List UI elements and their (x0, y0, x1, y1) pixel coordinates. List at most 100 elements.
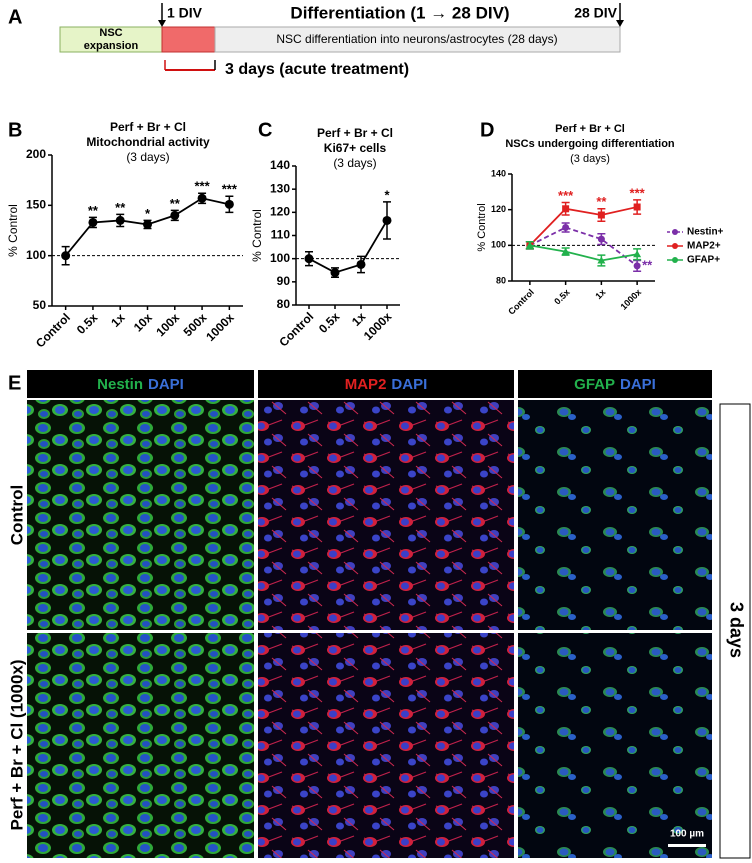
point (143, 219, 152, 229)
header-part: MAP2 (345, 376, 387, 393)
x-tick-label: 1x (108, 310, 128, 330)
micrograph (27, 633, 254, 858)
significance: * (384, 187, 390, 202)
header-part: DAPI (620, 376, 656, 393)
side-box (719, 403, 751, 859)
chart-subtitle: (3 days) (126, 150, 169, 164)
point (597, 235, 605, 243)
timeline: A NSC expansion NSC differentiation into… (8, 3, 624, 78)
panel-label: D (480, 119, 494, 141)
point (597, 211, 605, 219)
y-tick-label: 100 (491, 240, 506, 250)
expansion-text: expansion (84, 40, 139, 52)
y-tick-label: 90 (277, 274, 291, 288)
point (562, 224, 570, 231)
chart-title: Perf + Br + Cl (555, 123, 625, 135)
legend-marker (672, 229, 678, 235)
panel-label: E (8, 372, 21, 394)
point (561, 247, 570, 255)
column-header: Nestin DAPI (97, 376, 184, 393)
significance: ** (115, 200, 126, 215)
point (382, 215, 392, 225)
y-tick-label: 200 (26, 147, 46, 161)
x-tick-label: 100x (153, 310, 182, 339)
legend-label: Nestin+ (687, 227, 724, 238)
point (61, 251, 71, 261)
y-tick-label: 100 (26, 248, 46, 262)
point (597, 256, 606, 264)
chart-title: Mitochondrial activity (86, 135, 210, 149)
y-tick-label: 110 (271, 228, 291, 242)
y-tick-label: 150 (26, 198, 46, 212)
end-marker: 28 DIV (574, 5, 617, 21)
y-axis-label: % Control (476, 203, 488, 251)
x-tick-label: 1000x (618, 287, 643, 312)
point (356, 259, 366, 269)
significance: * (145, 206, 151, 221)
x-tick-label: 0.5x (316, 309, 343, 336)
significance: ** (170, 196, 181, 211)
row-label: Control (7, 485, 26, 545)
point (525, 241, 534, 249)
x-tick-label: Control (33, 310, 73, 350)
significance: *** (194, 179, 210, 194)
treatment-box (161, 26, 216, 53)
point (330, 268, 340, 278)
expansion-text: NSC (99, 27, 122, 39)
header-part: DAPI (391, 376, 427, 393)
micrographs: E 3 days Control Perf + Br + Cl (1000x) … (7, 370, 751, 859)
point (115, 215, 125, 225)
legend-marker (672, 243, 678, 249)
x-tick-label: Control (276, 309, 316, 349)
point (197, 193, 207, 203)
treatment-text: 3 days (acute treatment) (225, 61, 409, 78)
significance: *** (558, 188, 574, 203)
panel-label: A (8, 6, 22, 28)
micrograph (258, 400, 514, 630)
y-tick-label: 140 (270, 158, 290, 172)
y-tick-label: 100 (270, 251, 290, 265)
series-line (529, 244, 638, 262)
x-tick-label: 0.5x (552, 287, 571, 306)
series-line (529, 226, 638, 267)
legend-label: GFAP+ (687, 255, 720, 266)
differentiation-text: NSC differentiation into neurons/astrocy… (276, 32, 557, 46)
differentiation-box (214, 26, 621, 53)
arrow-head (158, 20, 166, 27)
column-header: MAP2 DAPI (345, 376, 428, 393)
header-part: GFAP (574, 376, 615, 393)
expansion-box (59, 26, 163, 53)
point (304, 254, 314, 264)
header-part: Nestin (97, 376, 143, 393)
point (170, 210, 180, 220)
start-marker: 1 DIV (167, 5, 203, 21)
chart-subtitle: (3 days) (570, 153, 610, 165)
y-axis-label: % Control (250, 209, 264, 262)
x-tick-label: 1000x (203, 310, 237, 344)
point (224, 199, 234, 209)
point (88, 217, 98, 227)
row-label: Perf + Br + Cl (1000x) (7, 659, 26, 830)
chart-subtitle: (3 days) (333, 156, 376, 170)
side-label: 3 days (726, 602, 746, 658)
panel-label: C (258, 119, 272, 141)
point (562, 205, 570, 213)
point (633, 250, 642, 258)
chart-title: Perf + Br + Cl (110, 120, 186, 134)
x-tick-label: 10x (131, 310, 155, 334)
chart-title: NSCs undergoing differentiation (505, 138, 675, 150)
y-tick-label: 130 (270, 181, 290, 195)
heading: Differentiation (1 → 28 DIV) (290, 3, 509, 22)
series-line (308, 219, 388, 274)
significance: ** (596, 194, 607, 209)
y-tick-label: 80 (496, 275, 506, 285)
x-tick-label: 0.5x (74, 310, 101, 337)
column-header: GFAP DAPI (574, 376, 656, 393)
point (633, 262, 641, 270)
y-tick-label: 140 (491, 168, 506, 178)
y-axis-label: % Control (6, 204, 20, 257)
significance: ** (642, 257, 653, 272)
significance: *** (222, 182, 238, 197)
y-tick-label: 120 (270, 205, 290, 219)
